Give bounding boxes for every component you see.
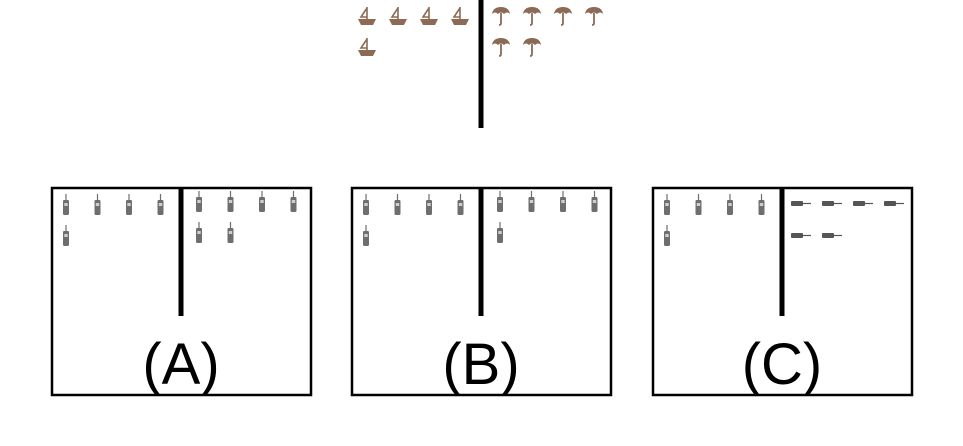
top-left-icons [358, 7, 469, 56]
option-b-right-icons [497, 191, 598, 243]
option-a-label: (A) [142, 332, 219, 397]
option-b-panel[interactable]: (B) [350, 186, 613, 397]
walkie-talkie-icon [227, 222, 234, 243]
option-c-label: (C) [742, 332, 823, 397]
umbrella-icon [554, 7, 572, 26]
walkie-talkie-icon [560, 191, 566, 212]
walkie-talkie-icon [94, 194, 101, 215]
walkie-talkie-icon [196, 222, 202, 243]
walkie-talkie-icon [497, 222, 503, 243]
option-b-left-icons [363, 194, 464, 246]
walkie-talkie-icon [664, 194, 670, 215]
option-b-label: (B) [442, 332, 519, 397]
walkie-talkie-icon [591, 191, 598, 212]
walkie-talkie-icon [457, 194, 464, 215]
umbrella-icon [492, 7, 510, 26]
umbrella-icon [492, 38, 510, 57]
walkie-talkie-icon [157, 194, 164, 215]
pen-icon [822, 201, 842, 206]
walkie-talkie-icon [394, 194, 401, 215]
pen-icon [853, 201, 873, 206]
walkie-talkie-icon [695, 194, 702, 215]
option-c-left-icons [664, 194, 765, 246]
option-c-right-icons [791, 201, 904, 238]
boat-icon [451, 7, 469, 25]
boat-icon [389, 7, 407, 25]
walkie-talkie-icon [497, 191, 503, 212]
option-c-panel[interactable]: (C) [651, 186, 914, 397]
walkie-talkie-icon [528, 191, 535, 212]
walkie-talkie-icon [758, 194, 765, 215]
pen-icon [791, 233, 811, 238]
option-a-panel[interactable]: (A) [50, 186, 313, 397]
walkie-talkie-icon [196, 191, 202, 212]
top-right-icons [492, 7, 603, 57]
walkie-talkie-icon [63, 194, 69, 215]
pen-icon [791, 201, 811, 206]
walkie-talkie-icon [363, 225, 369, 246]
walkie-talkie-icon [664, 225, 670, 246]
walkie-talkie-icon [363, 194, 369, 215]
pen-icon [884, 201, 904, 206]
boat-icon [358, 38, 376, 56]
umbrella-icon [585, 7, 603, 26]
walkie-talkie-icon [426, 194, 432, 215]
walkie-talkie-icon [126, 194, 132, 215]
top-panel [358, 0, 603, 128]
walkie-talkie-icon [259, 191, 265, 212]
walkie-talkie-icon [63, 225, 69, 246]
walkie-talkie-icon [227, 191, 234, 212]
option-a-left-icons [63, 194, 164, 246]
umbrella-icon [523, 7, 541, 26]
walkie-talkie-icon [727, 194, 733, 215]
boat-icon [358, 7, 376, 25]
option-a-right-icons [196, 191, 297, 243]
boat-icon [420, 7, 438, 25]
pen-icon [822, 233, 842, 238]
walkie-talkie-icon [290, 191, 297, 212]
umbrella-icon [523, 38, 541, 57]
